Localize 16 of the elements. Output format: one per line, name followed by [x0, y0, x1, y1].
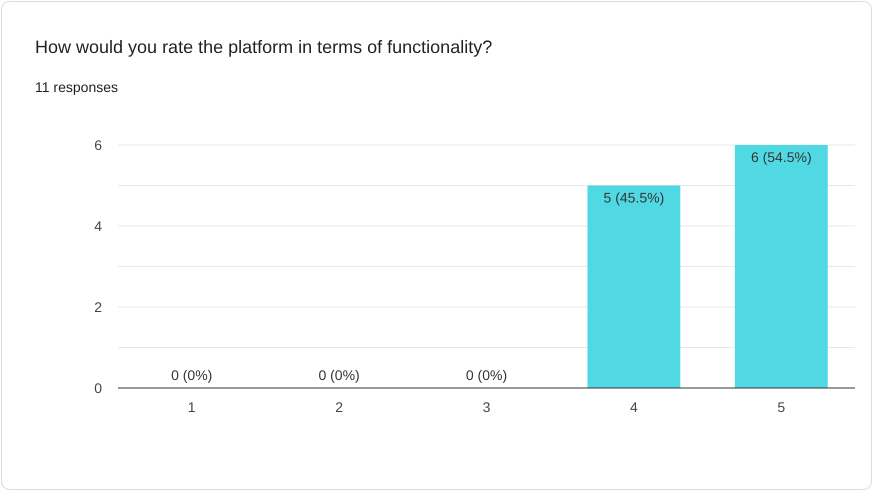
data-label: 5 (45.5%)	[604, 190, 664, 206]
x-tick-label: 5	[777, 399, 786, 415]
y-tick-label: 0	[94, 380, 102, 396]
data-label: 0 (0%)	[171, 367, 212, 383]
chart-title: How would you rate the platform in terms of functionality?	[35, 37, 492, 57]
y-tick-label: 6	[94, 137, 102, 153]
x-tick-label: 3	[482, 399, 491, 415]
y-tick-label: 2	[94, 299, 102, 315]
x-tick-label: 1	[188, 399, 196, 415]
data-label: 0 (0%)	[466, 367, 508, 383]
x-tick-label: 2	[335, 399, 344, 415]
y-tick-label: 4	[94, 218, 102, 234]
data-label: 0 (0%)	[318, 367, 360, 383]
x-tick-label: 4	[630, 399, 638, 415]
data-label: 6 (54.5%)	[750, 149, 812, 165]
chart-subtitle: 11 responses	[35, 79, 118, 95]
